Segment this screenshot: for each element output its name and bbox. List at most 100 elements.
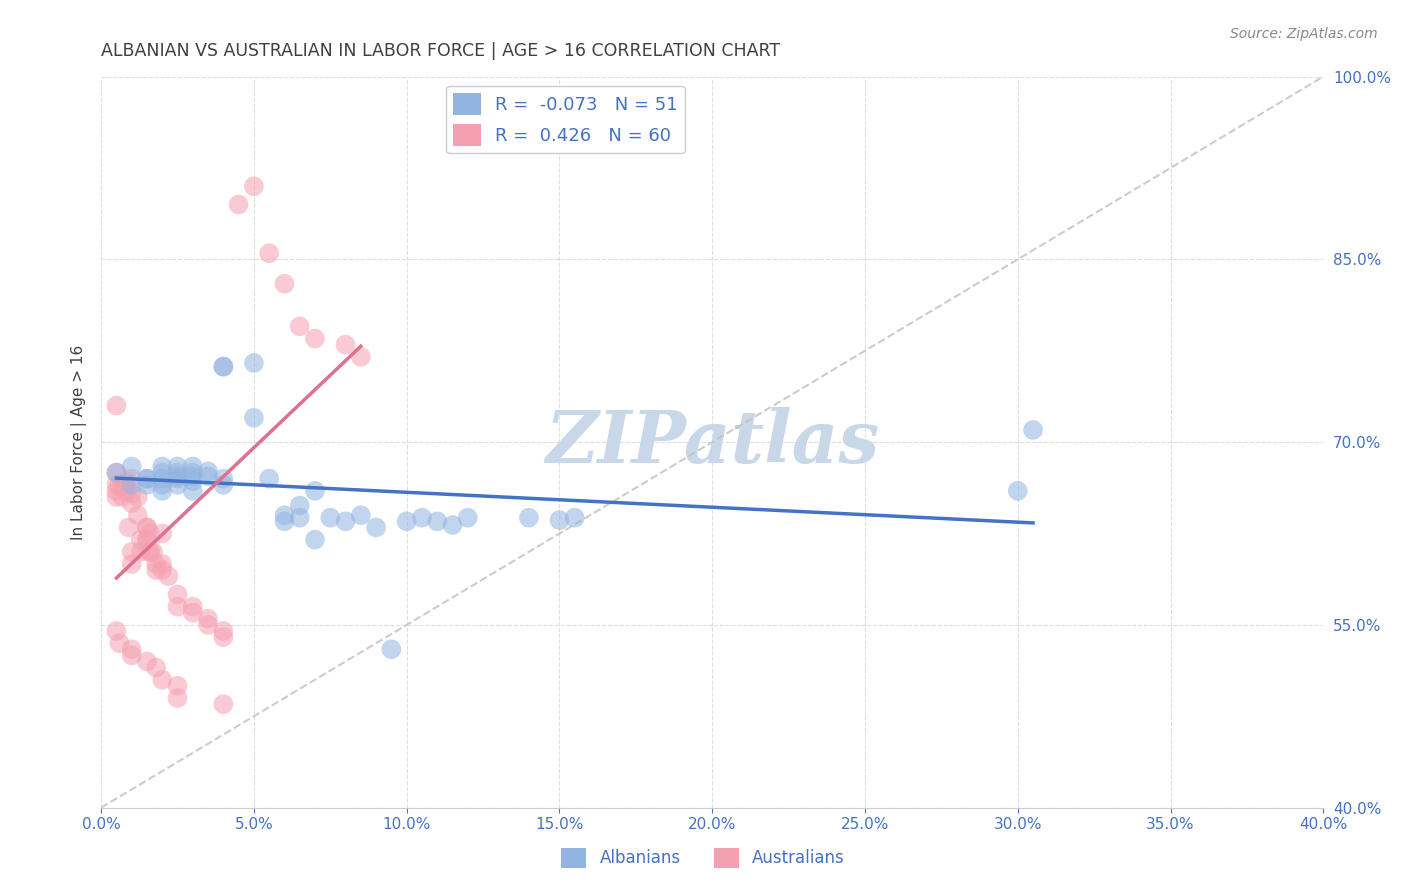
Point (136, 533, 159, 547)
Point (150, 459, 173, 474)
Point (150, 472, 173, 486)
Point (121, 545, 143, 559)
Point (127, 508, 149, 523)
Point (121, 557, 143, 571)
Point (366, 520, 388, 534)
Point (136, 472, 159, 486)
Point (288, 510, 311, 524)
Point (181, 474, 204, 488)
Point (166, 472, 188, 486)
Point (426, 514, 449, 528)
Point (129, 545, 152, 559)
Point (145, 557, 167, 571)
Point (145, 563, 167, 577)
Point (197, 618, 219, 632)
Point (243, 179, 266, 194)
Point (350, 350, 373, 364)
Point (166, 469, 188, 483)
Point (105, 399, 128, 413)
Y-axis label: In Labor Force | Age > 16: In Labor Force | Age > 16 (72, 344, 87, 540)
Point (136, 472, 159, 486)
Point (212, 630, 235, 644)
Point (197, 612, 219, 626)
Point (181, 483, 204, 498)
Point (136, 520, 159, 534)
Point (197, 464, 219, 478)
Point (548, 513, 571, 527)
Point (273, 514, 295, 528)
Point (166, 691, 188, 706)
Point (166, 466, 188, 480)
Point (121, 486, 143, 500)
Point (145, 660, 167, 674)
Point (108, 636, 131, 650)
Point (1007, 483, 1029, 498)
Point (228, 197, 250, 211)
Point (114, 477, 136, 491)
Point (212, 359, 235, 374)
Point (166, 459, 188, 474)
Text: ZIPatlas: ZIPatlas (546, 407, 879, 477)
Point (212, 472, 235, 486)
Point (117, 520, 139, 534)
Point (136, 655, 159, 669)
Text: ALBANIAN VS AUSTRALIAN IN LABOR FORCE | AGE > 16 CORRELATION CHART: ALBANIAN VS AUSTRALIAN IN LABOR FORCE | … (101, 42, 780, 60)
Point (411, 510, 433, 524)
Point (517, 510, 540, 524)
Point (129, 533, 152, 547)
Point (457, 510, 479, 524)
Point (136, 520, 159, 534)
Point (304, 533, 326, 547)
Point (212, 359, 235, 374)
Point (212, 697, 235, 711)
Point (288, 499, 311, 513)
Point (273, 508, 295, 523)
Point (335, 514, 357, 528)
Point (108, 477, 131, 491)
Point (150, 483, 173, 498)
Point (105, 477, 128, 491)
Legend: Albanians, Australians: Albanians, Australians (554, 841, 852, 875)
Point (127, 490, 149, 504)
Point (121, 477, 143, 491)
Point (105, 490, 128, 504)
Point (121, 459, 143, 474)
Point (121, 642, 143, 657)
Point (166, 587, 188, 601)
Point (121, 472, 143, 486)
Point (105, 466, 128, 480)
Point (380, 642, 402, 657)
Point (150, 557, 173, 571)
Point (105, 483, 128, 498)
Point (197, 469, 219, 483)
Point (257, 246, 280, 260)
Point (105, 466, 128, 480)
Point (150, 477, 173, 491)
Point (121, 648, 143, 663)
Point (136, 533, 159, 547)
Point (304, 483, 326, 498)
Point (114, 475, 136, 490)
Point (273, 277, 295, 291)
Point (150, 526, 173, 541)
Point (181, 459, 204, 474)
Point (114, 483, 136, 498)
Point (139, 526, 162, 541)
Legend: R =  -0.073   N = 51, R =  0.426   N = 60: R = -0.073 N = 51, R = 0.426 N = 60 (446, 86, 685, 153)
Point (166, 599, 188, 614)
Point (319, 510, 342, 524)
Point (564, 510, 586, 524)
Point (105, 624, 128, 638)
Point (181, 466, 204, 480)
Point (1022, 423, 1045, 437)
Point (139, 545, 162, 559)
Point (350, 508, 373, 523)
Point (150, 563, 173, 577)
Point (136, 477, 159, 491)
Point (111, 490, 134, 504)
Point (150, 673, 173, 687)
Point (142, 545, 165, 559)
Point (288, 319, 311, 334)
Point (243, 356, 266, 370)
Point (441, 518, 464, 533)
